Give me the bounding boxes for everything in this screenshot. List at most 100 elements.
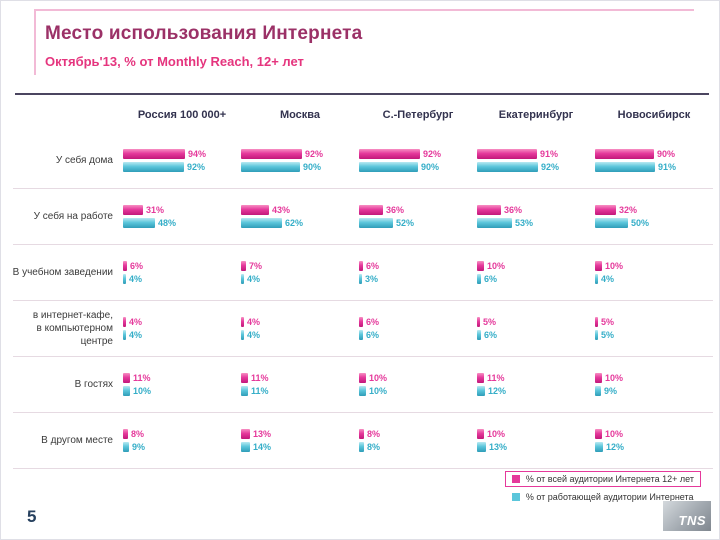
bar-working-audience	[359, 330, 363, 340]
chart-cell: 6% 6%	[359, 301, 477, 356]
legend-label: % от работающей аудитории Интернета	[525, 492, 694, 502]
bar-working-audience	[477, 162, 538, 172]
bar-working-audience	[477, 218, 512, 228]
bar-value-label: 5%	[601, 317, 615, 327]
bar-value-label: 10%	[605, 429, 624, 439]
bar-line: 4%	[241, 273, 359, 286]
bar-line: 10%	[123, 385, 241, 398]
bar-line: 6%	[123, 260, 241, 273]
bar-all-audience	[477, 205, 501, 215]
bar-value-label: 94%	[188, 149, 207, 159]
bar-working-audience	[123, 274, 126, 284]
bar-line: 92%	[359, 148, 477, 161]
chart-cell: 10% 13%	[477, 413, 595, 468]
bar-line: 62%	[241, 217, 359, 230]
row-label: У себя на работе	[33, 211, 113, 222]
title-corner-decoration	[34, 9, 694, 75]
chart-cell: 10% 4%	[595, 245, 713, 300]
chart-row: в интернет-кафе, в компьютерном центре 4% 4%…	[13, 300, 713, 356]
bar-line: 50%	[595, 217, 713, 230]
bar-line: 11%	[123, 372, 241, 385]
bar-working-audience	[241, 218, 282, 228]
bar-working-audience	[595, 386, 601, 396]
bar-all-audience	[477, 429, 484, 439]
bar-all-audience	[595, 317, 598, 327]
bar-line: 10%	[359, 372, 477, 385]
bar-line: 4%	[123, 329, 241, 342]
bar-value-label: 4%	[247, 330, 261, 340]
bar-all-audience	[477, 317, 480, 327]
chart-cell: 36% 52%	[359, 189, 477, 244]
bar-value-label: 10%	[369, 386, 388, 396]
bar-line: 92%	[477, 161, 595, 174]
chart-cell: 11% 10%	[123, 357, 241, 412]
bar-value-label: 10%	[605, 261, 624, 271]
bar-value-label: 9%	[604, 386, 618, 396]
column-header: Новосибирск	[617, 109, 691, 121]
bar-value-label: 10%	[487, 261, 506, 271]
bar-value-label: 4%	[129, 330, 143, 340]
bar-all-audience	[123, 149, 185, 159]
bar-line: 9%	[123, 441, 241, 454]
bar-value-label: 13%	[253, 429, 272, 439]
chart-cell: 8% 8%	[359, 413, 477, 468]
slide-subtitle: Октябрь'13, % от Monthly Reach, 12+ лет	[45, 54, 304, 69]
bar-line: 6%	[477, 273, 595, 286]
bar-line: 10%	[359, 385, 477, 398]
bar-value-label: 12%	[488, 386, 507, 396]
bar-working-audience	[595, 330, 598, 340]
bar-value-label: 6%	[484, 330, 498, 340]
bar-working-audience	[123, 330, 126, 340]
bar-line: 11%	[241, 385, 359, 398]
chart-row: У себя на работе 31% 48% 43% 62% 36% 52% 36% 53%…	[13, 188, 713, 244]
bar-value-label: 90%	[303, 162, 322, 172]
chart-cell: 13% 14%	[241, 413, 359, 468]
bar-all-audience	[359, 317, 363, 327]
bar-line: 12%	[477, 385, 595, 398]
bar-value-label: 4%	[129, 317, 143, 327]
bar-value-label: 90%	[421, 162, 440, 172]
legend-item: % от всей аудитории Интернета 12+ лет	[504, 471, 701, 487]
bar-value-label: 90%	[657, 149, 676, 159]
chart-cell: 10% 9%	[595, 357, 713, 412]
bar-value-label: 4%	[247, 274, 261, 284]
bar-all-audience	[123, 317, 126, 327]
bar-line: 6%	[359, 329, 477, 342]
bar-working-audience	[359, 386, 366, 396]
bar-value-label: 12%	[606, 442, 625, 452]
bar-line: 5%	[477, 316, 595, 329]
chart-cell: 92% 90%	[241, 133, 359, 188]
chart-cell: 32% 50%	[595, 189, 713, 244]
bar-line: 91%	[595, 161, 713, 174]
chart-row: У себя дома 94% 92% 92% 90% 92% 90% 91% 92% 90% 91…	[13, 133, 713, 188]
bar-all-audience	[123, 205, 143, 215]
chart: Россия 100 000+ Москва С.-Петербург Екатери…	[13, 109, 713, 469]
bar-line: 4%	[241, 329, 359, 342]
chart-cell: 10% 6%	[477, 245, 595, 300]
bar-value-label: 62%	[285, 218, 304, 228]
bar-value-label: 9%	[132, 442, 146, 452]
chart-cell: 31% 48%	[123, 189, 241, 244]
chart-cell: 8% 9%	[123, 413, 241, 468]
bar-line: 12%	[595, 441, 713, 454]
column-header: С.-Петербург	[382, 109, 454, 121]
bar-working-audience	[359, 218, 393, 228]
bar-working-audience	[477, 442, 486, 452]
bar-line: 90%	[241, 161, 359, 174]
bar-value-label: 48%	[158, 218, 177, 228]
bar-all-audience	[359, 261, 363, 271]
bar-all-audience	[477, 373, 484, 383]
bar-value-label: 5%	[483, 317, 497, 327]
bar-all-audience	[595, 205, 616, 215]
column-header: Россия 100 000+	[137, 109, 227, 121]
bar-value-label: 50%	[631, 218, 650, 228]
bar-working-audience	[241, 162, 300, 172]
bar-value-label: 92%	[187, 162, 206, 172]
bar-working-audience	[123, 386, 130, 396]
bar-working-audience	[477, 386, 485, 396]
bar-all-audience	[241, 205, 269, 215]
bar-line: 8%	[123, 428, 241, 441]
bar-value-label: 3%	[365, 274, 379, 284]
bar-line: 5%	[595, 329, 713, 342]
bar-value-label: 91%	[540, 149, 559, 159]
